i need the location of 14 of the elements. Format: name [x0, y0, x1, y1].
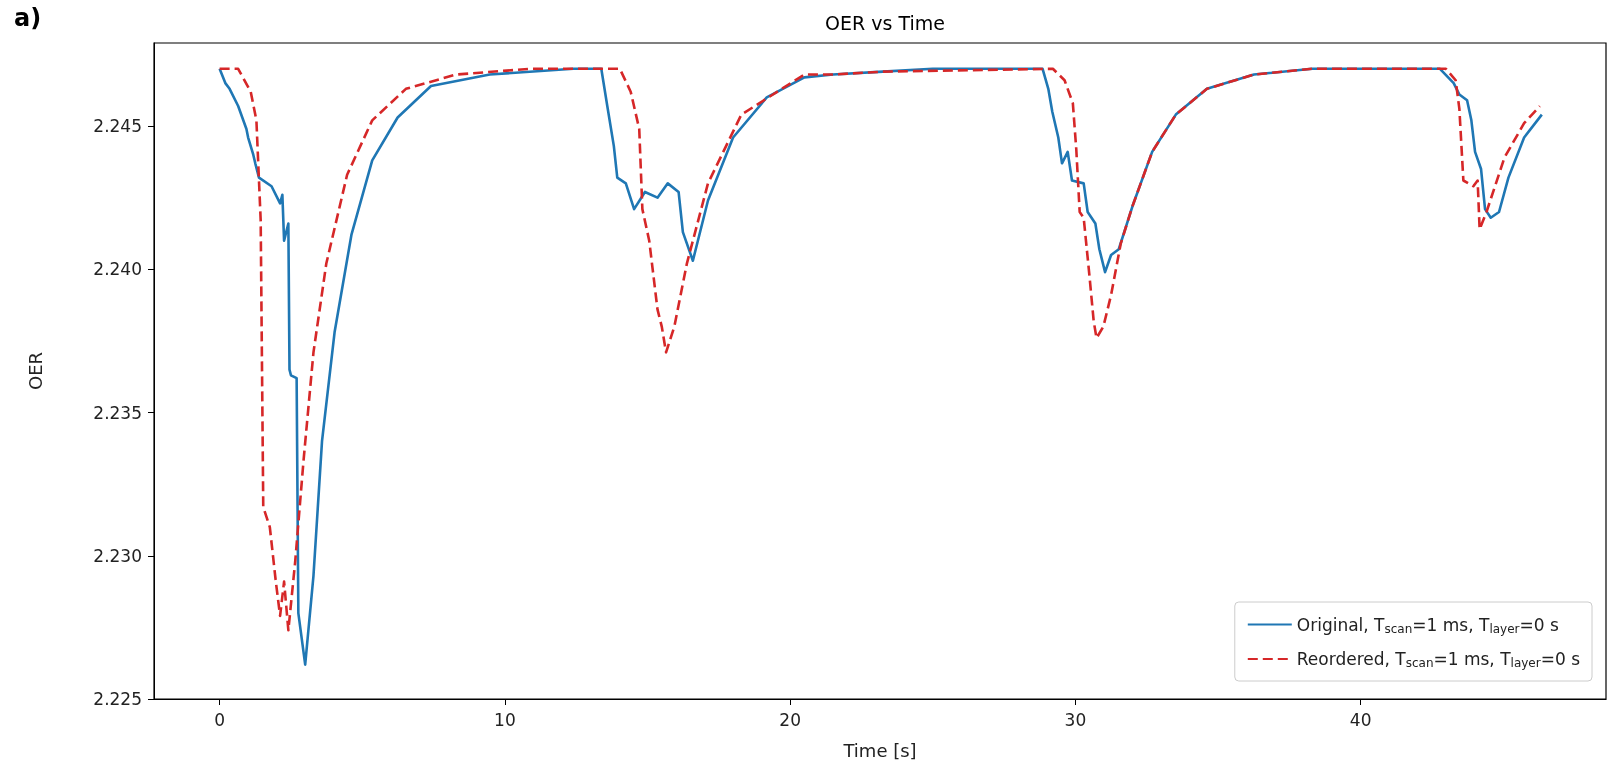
y-tick-label: 2.245	[93, 116, 142, 137]
x-axis-title: Time [s]	[842, 739, 917, 761]
x-tick-label: 30	[1064, 709, 1087, 730]
x-tick-label: 20	[779, 709, 801, 730]
y-tick-label: 2.225	[93, 689, 142, 709]
y-axis-title: OER	[24, 351, 46, 391]
y-tick-label: 2.235	[93, 402, 142, 423]
x-tick-label: 10	[494, 709, 516, 730]
x-tick-label: 0	[214, 709, 226, 730]
chart-title: OER vs Time	[825, 11, 945, 34]
text: a)	[14, 4, 42, 32]
y-tick-label: 2.230	[93, 545, 142, 566]
x-tick-label: 40	[1349, 709, 1372, 730]
y-tick-label: 2.240	[93, 259, 142, 280]
